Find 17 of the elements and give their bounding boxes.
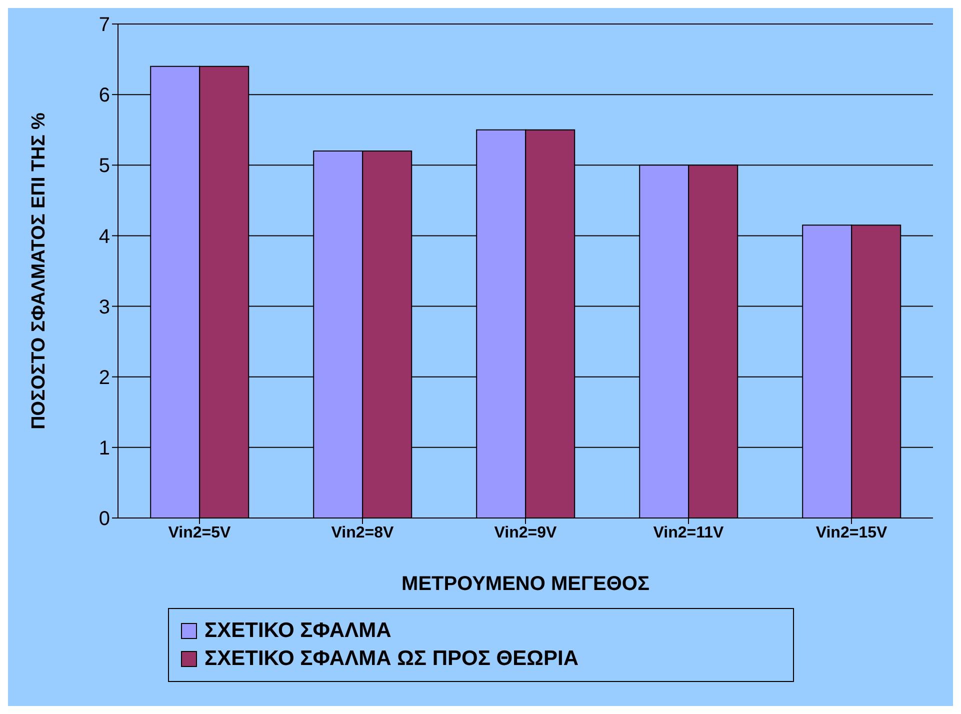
y-axis-title: ΠΟΣΟΣΤΟ ΣΦΑΛΜΑΤΟΣ ΕΠΙ ΤΗΣ % [28,112,50,430]
y-tick-label: 4 [98,226,110,248]
y-tick-label: 3 [98,296,110,318]
x-tick-label: Vin2=9V [494,524,558,542]
legend-label: ΣΧΕΤΙΚΟ ΣΦΑΛΜΑ ΩΣ ΠΡΟΣ ΘΕΩΡΙΑ [204,647,578,671]
y-tick-label: 0 [98,508,110,530]
x-tick-label: Vin2=5V [168,524,232,542]
y-tick-label: 2 [98,366,110,389]
x-tick-label: Vin2=8V [331,524,394,542]
y-tick-label: 5 [98,155,110,178]
x-tick-label: Vin2=15V [816,524,888,542]
y-tick-label: 7 [98,14,110,36]
x-tick-label: Vin2=11V [653,524,724,542]
y-tick-label: 6 [98,84,110,107]
y-tick-label: 1 [98,438,110,460]
legend-label: ΣΧΕΤΙΚΟ ΣΦΑΛΜΑ [204,619,392,643]
x-axis-title: ΜΕΤΡΟΥΜΕΝΟ ΜΕΓΕΘΟΣ [402,573,650,595]
